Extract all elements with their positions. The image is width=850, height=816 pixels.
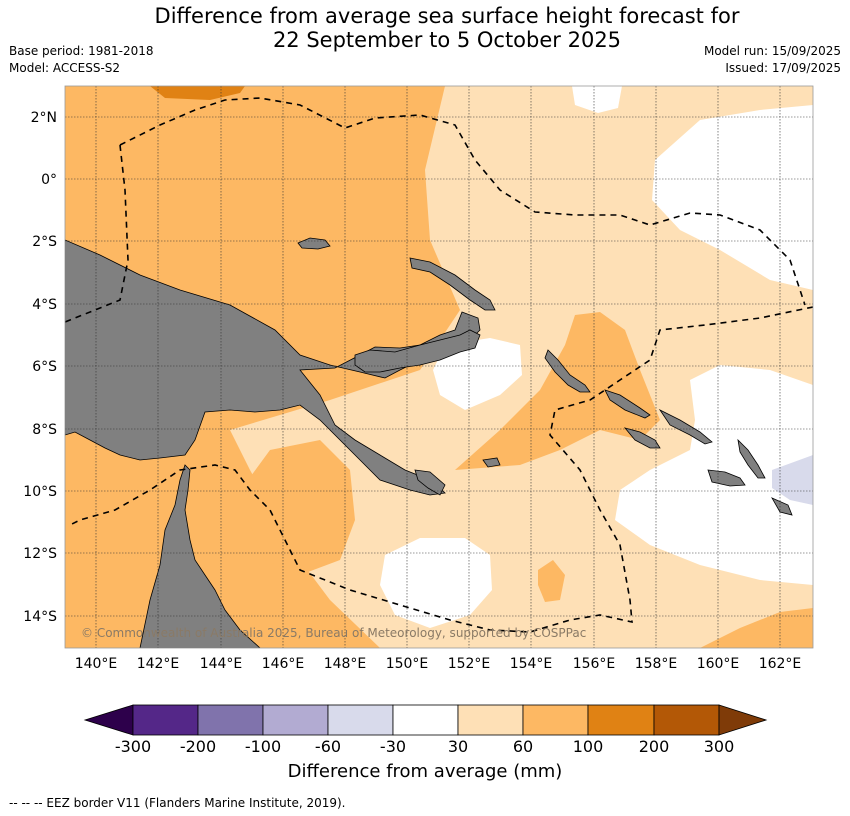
lon-label: 152°E [448, 656, 491, 672]
lon-label: 144°E [200, 656, 243, 672]
land-solomon-island [658, 408, 713, 445]
colorbar-tick: -200 [180, 737, 216, 756]
land-solomon-island [737, 438, 766, 479]
base-period-text: Base period: 1981-2018 [9, 44, 154, 58]
land-solomon-island [623, 427, 661, 449]
anomaly-minus-30-60-region [772, 455, 813, 505]
copyright-text: © Commonwealth of Australia 2025, Bureau… [81, 626, 586, 640]
colorbar: -300 -200 -100 -60 -30 30 60 100 200 300 [83, 704, 768, 756]
lon-label: 142°E [137, 656, 180, 672]
colorbar-tick: 60 [513, 737, 533, 756]
colorbar-label: Difference from average (mm) [287, 761, 563, 782]
lat-label: 2°S [32, 234, 57, 250]
land-solomon-island [707, 469, 746, 487]
land-islet [482, 457, 501, 468]
anomaly-near-zero-region [380, 538, 492, 628]
anomaly-near-zero-region [572, 86, 622, 113]
colorbar-over-arrow [718, 704, 768, 736]
colorbar-segment [132, 704, 199, 736]
land-solomon-island [771, 497, 793, 516]
lon-label: 146°E [262, 656, 305, 672]
base-info: Base period: 1981-2018 Model: ACCESS-S2 [9, 43, 154, 77]
land-bougainville [544, 349, 591, 393]
lon-label: 148°E [324, 656, 367, 672]
eez-border [65, 97, 813, 633]
anomaly-near-zero-region [433, 338, 522, 410]
colorbar-segment [392, 704, 459, 736]
colorbar-segment [327, 704, 394, 736]
lon-label: 162°E [759, 656, 802, 672]
colorbar-tick: -100 [245, 737, 281, 756]
anomaly-60-100-region [538, 560, 565, 602]
land-solomon-island [604, 389, 651, 419]
lat-label: 6°S [32, 359, 57, 375]
colorbar-tick: -300 [115, 737, 151, 756]
colorbar-segment [587, 704, 655, 736]
colorbar-tick: -60 [315, 737, 341, 756]
chart-title: Difference from average sea surface heig… [0, 4, 850, 52]
land-cape-york [139, 464, 261, 648]
lat-label: 14°S [23, 609, 57, 625]
colorbar-tick: 200 [639, 737, 670, 756]
lon-label: 158°E [635, 656, 678, 672]
map-area [65, 86, 813, 648]
eez-footnote: -- -- -- EEZ border V11 (Flanders Marine… [9, 796, 346, 810]
lon-label: 140°E [75, 656, 118, 672]
colorbar-tick: 300 [704, 737, 735, 756]
colorbar-tick: -30 [380, 737, 406, 756]
colorbar-segment [262, 704, 329, 736]
anomaly-60-100-region [248, 440, 355, 575]
lon-label: 154°E [510, 656, 553, 672]
lat-label: 2°N [31, 110, 57, 126]
land-new-britain [354, 329, 481, 373]
land-new-ireland [409, 257, 496, 311]
lon-labels: 140°E 142°E 144°E 146°E 148°E 150°E 152°… [75, 656, 802, 672]
lat-labels: 2°N 0° 2°S 4°S 6°S 8°S 10°S 12°S 14°S [23, 110, 57, 625]
lat-label: 4°S [32, 297, 57, 313]
colorbar-segment [653, 704, 720, 736]
lat-label: 0° [41, 172, 57, 188]
lat-label: 12°S [23, 546, 57, 562]
colorbar-segment [457, 704, 524, 736]
lon-label: 160°E [697, 656, 740, 672]
run-info: Model run: 15/09/2025 Issued: 17/09/2025 [704, 43, 841, 77]
colorbar-tick: 100 [573, 737, 604, 756]
lon-label: 150°E [386, 656, 429, 672]
title-line-1: Difference from average sea surface heig… [154, 4, 740, 28]
model-run-text: Model run: 15/09/2025 [703, 44, 841, 58]
anomaly-60-100-region [700, 608, 813, 648]
issued-text: Issued: 17/09/2025 [725, 61, 841, 75]
map-frame [64, 85, 814, 649]
model-text: Model: ACCESS-S2 [9, 61, 121, 75]
land-islet [414, 469, 446, 496]
land-new-guinea [65, 239, 481, 496]
graticule [65, 86, 813, 648]
colorbar-segment [197, 704, 264, 736]
anomaly-near-zero-region [652, 105, 813, 290]
title-line-2: 22 September to 5 October 2025 [272, 28, 622, 52]
lon-label: 156°E [573, 656, 616, 672]
colorbar-under-arrow [83, 704, 134, 736]
lat-label: 8°S [32, 422, 57, 438]
colorbar-tick: 30 [448, 737, 468, 756]
lat-label: 10°S [23, 484, 57, 500]
anomaly-60-100-region [455, 312, 660, 470]
colorbar-segment [522, 704, 589, 736]
